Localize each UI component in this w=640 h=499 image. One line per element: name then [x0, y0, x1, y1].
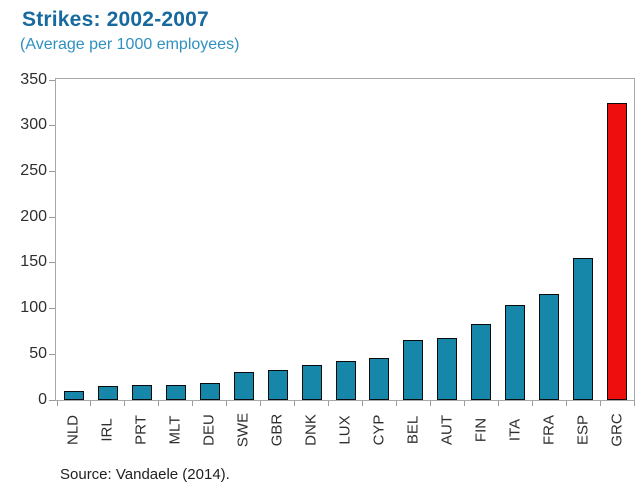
- x-axis-tick: [429, 401, 431, 406]
- x-axis-label-bel: BEL: [404, 415, 422, 445]
- bar-prt: [131, 385, 152, 400]
- x-axis-tick: [56, 401, 58, 406]
- bar-lux: [335, 361, 356, 400]
- bar-fin: [471, 324, 492, 400]
- x-axis-tick: [565, 401, 567, 406]
- y-axis-label: 300: [20, 116, 47, 134]
- x-axis-tick: [294, 401, 296, 406]
- x-axis-label-gbr: GBR: [268, 413, 286, 447]
- y-axis-tick: [49, 170, 55, 172]
- x-axis-tick: [226, 401, 228, 406]
- bar-mlt: [165, 385, 186, 400]
- x-axis-label-fra: FRA: [540, 415, 558, 445]
- x-axis-label-esp: ESP: [574, 414, 592, 446]
- x-axis-tick: [192, 401, 194, 406]
- x-axis-tick: [124, 401, 126, 406]
- y-axis-label: 0: [38, 390, 47, 408]
- x-axis-label-aut: AUT: [438, 415, 456, 445]
- x-axis-label-prt: PRT: [132, 415, 150, 445]
- chart-subtitle: (Average per 1000 employees): [20, 36, 240, 53]
- x-axis-tick: [599, 401, 601, 406]
- bar-cyp: [369, 358, 390, 400]
- bar-esp: [573, 258, 594, 400]
- x-axis-tick: [328, 401, 330, 406]
- x-axis-label-deu: DEU: [200, 414, 218, 446]
- chart-title: Strikes: 2002-2007: [22, 8, 209, 31]
- x-axis-tick: [90, 401, 92, 406]
- x-axis-label-mlt: MLT: [166, 415, 184, 445]
- y-axis-tick: [49, 79, 55, 81]
- bar-bel: [403, 340, 424, 400]
- y-axis-tick: [49, 308, 55, 310]
- x-axis-label-swe: SWE: [234, 412, 252, 448]
- bar-dnk: [301, 365, 322, 400]
- x-axis-tick: [361, 401, 363, 406]
- y-axis-label: 350: [20, 70, 47, 88]
- x-axis-label-cyp: CYP: [370, 414, 388, 446]
- bar-nld: [63, 391, 84, 400]
- y-axis-tick: [49, 216, 55, 218]
- x-axis-label-nld: NLD: [64, 414, 82, 446]
- bar-grc: [607, 103, 628, 400]
- y-axis-tick: [49, 262, 55, 264]
- y-axis-label: 150: [20, 253, 47, 271]
- x-axis-tick: [260, 401, 262, 406]
- bar-ita: [505, 305, 526, 400]
- x-axis-label-ita: ITA: [506, 418, 524, 442]
- y-axis-label: 100: [20, 299, 47, 317]
- plot-area: [55, 78, 635, 401]
- x-axis-label-fin: FIN: [472, 417, 490, 443]
- x-axis-tick: [497, 401, 499, 406]
- bar-swe: [233, 372, 254, 400]
- x-axis-label-irl: IRL: [98, 418, 116, 442]
- y-axis-tick: [49, 399, 55, 401]
- y-axis-tick: [49, 353, 55, 355]
- x-axis-tick: [633, 401, 635, 406]
- bar-fra: [539, 294, 560, 400]
- x-axis-tick: [158, 401, 160, 406]
- x-axis-label-dnk: DNK: [302, 414, 320, 446]
- x-axis-label-lux: LUX: [336, 415, 354, 445]
- bar-irl: [97, 386, 118, 400]
- source-note: Source: Vandaele (2014).: [60, 466, 230, 483]
- y-axis-label: 50: [29, 344, 47, 362]
- x-axis-tick: [395, 401, 397, 406]
- x-axis-tick: [463, 401, 465, 406]
- y-axis-label: 250: [20, 161, 47, 179]
- y-axis-label: 200: [20, 207, 47, 225]
- x-axis-label-grc: GRC: [608, 413, 626, 447]
- y-axis-tick: [49, 125, 55, 127]
- bar-deu: [199, 383, 220, 400]
- x-axis-tick: [531, 401, 533, 406]
- bar-gbr: [267, 370, 288, 400]
- bar-aut: [437, 338, 458, 400]
